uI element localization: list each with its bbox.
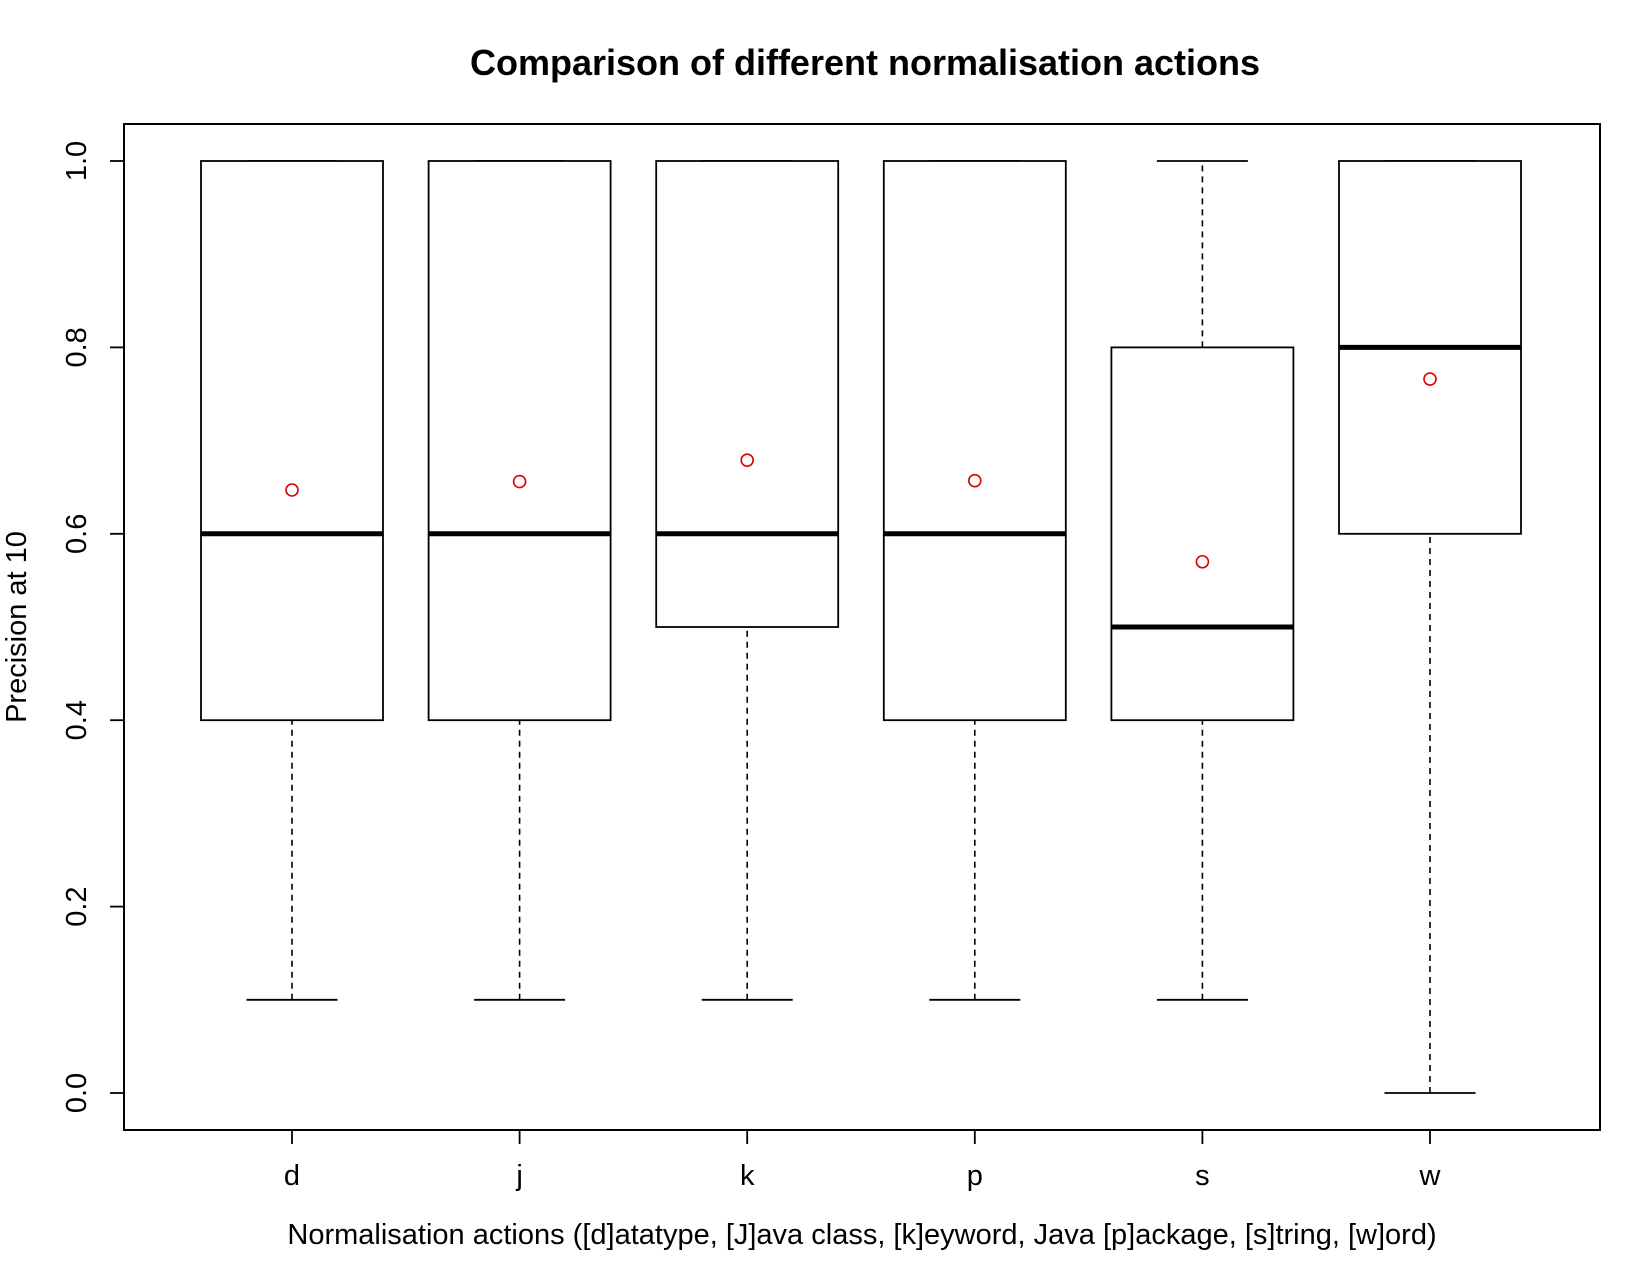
iqr-box-p bbox=[882, 160, 1067, 722]
y-tick-label: 0.2 bbox=[61, 886, 93, 926]
y-axis-title: Precision at 10 bbox=[1, 531, 33, 723]
box-s bbox=[1110, 160, 1295, 1001]
iqr-box-k bbox=[655, 160, 840, 628]
y-tick-label: 0.0 bbox=[61, 1073, 93, 1113]
y-tick-label: 0.8 bbox=[61, 327, 93, 367]
mean-marker-j bbox=[512, 474, 527, 489]
mean-marker-p bbox=[967, 473, 982, 488]
x-tick-label-k: k bbox=[740, 1160, 755, 1192]
box-p bbox=[882, 160, 1067, 1001]
x-tick-label-p: p bbox=[967, 1160, 983, 1192]
x-tick-label-s: s bbox=[1195, 1160, 1210, 1192]
mean-marker-k bbox=[740, 453, 755, 467]
y-tick-label: 0.6 bbox=[61, 514, 93, 554]
box-j bbox=[427, 160, 612, 1001]
y-tick-label: 1.0 bbox=[61, 141, 93, 181]
mean-marker-w bbox=[1423, 372, 1437, 386]
x-tick-label-d: d bbox=[284, 1160, 300, 1192]
box-d bbox=[200, 160, 384, 1001]
y-axis: 0.0 0.2 0.4 0.6 0.8 1.0 bbox=[61, 141, 125, 1113]
x-tick-label-j: j bbox=[515, 1160, 522, 1192]
iqr-box-d bbox=[200, 160, 384, 722]
x-tick-label-w: w bbox=[1419, 1160, 1442, 1192]
x-axis-title: Normalisation actions ([d]atatype, [J]av… bbox=[287, 1219, 1436, 1251]
iqr-box-s bbox=[1110, 346, 1295, 722]
box-w bbox=[1338, 160, 1522, 1094]
boxes-layer bbox=[200, 160, 1522, 1094]
y-tick-label: 0.4 bbox=[61, 700, 93, 740]
mean-marker-s bbox=[1195, 554, 1210, 569]
chart-title: Comparison of different normalisation ac… bbox=[470, 42, 1260, 83]
box-k bbox=[655, 160, 840, 1001]
mean-marker-d bbox=[285, 483, 299, 497]
iqr-box-j bbox=[427, 160, 612, 722]
